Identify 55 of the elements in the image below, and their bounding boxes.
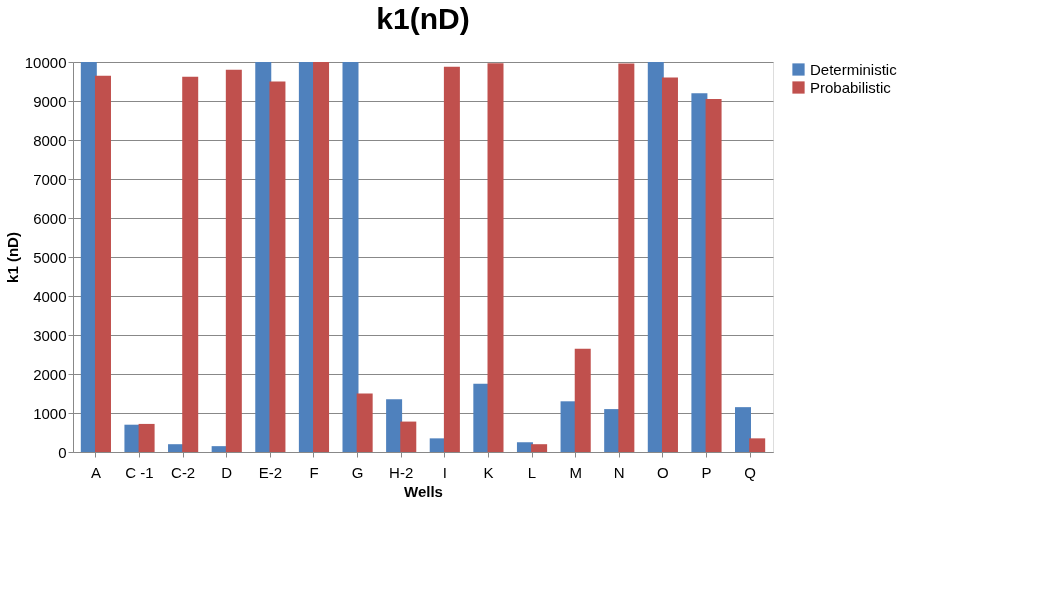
bar bbox=[749, 438, 766, 452]
legend-label: Deterministic bbox=[810, 60, 898, 78]
y-tick-label: 8000 bbox=[33, 131, 67, 149]
bar bbox=[735, 407, 752, 452]
y-axis-title: k1 (nD) bbox=[3, 232, 21, 283]
bar bbox=[386, 399, 403, 452]
x-tick-label: K bbox=[483, 463, 494, 481]
legend-label: Probabilistic bbox=[810, 78, 892, 96]
x-tick-label: P bbox=[701, 463, 712, 481]
y-tick-label: 7000 bbox=[33, 170, 67, 188]
bar bbox=[661, 77, 678, 452]
x-tick-label: L bbox=[527, 463, 537, 481]
x-tick-label: I bbox=[442, 463, 447, 481]
bar bbox=[443, 66, 460, 452]
x-tick-label: O bbox=[657, 463, 669, 481]
bar bbox=[342, 62, 359, 452]
y-tick-label: 4000 bbox=[33, 287, 67, 305]
bar bbox=[94, 75, 111, 452]
bar bbox=[356, 393, 373, 452]
x-tick-label: H-2 bbox=[389, 463, 414, 481]
x-tick-label: E-2 bbox=[258, 463, 283, 481]
x-tick-label: A bbox=[90, 463, 101, 481]
chart-title: k1(nD) bbox=[376, 2, 470, 35]
y-tick-label: 3000 bbox=[33, 326, 67, 344]
bar bbox=[487, 63, 504, 452]
y-tick-label: 2000 bbox=[33, 365, 67, 383]
bar bbox=[473, 383, 490, 452]
bar bbox=[269, 81, 286, 452]
x-tick-label: N bbox=[613, 463, 625, 481]
bar bbox=[516, 442, 533, 452]
y-tick-label: 10000 bbox=[24, 53, 67, 71]
x-tick-label: G bbox=[351, 463, 364, 481]
bar bbox=[531, 444, 548, 452]
bar bbox=[138, 423, 155, 452]
y-tick-label: 0 bbox=[58, 443, 67, 461]
y-tick-label: 6000 bbox=[33, 209, 67, 227]
x-tick-label: F bbox=[309, 463, 319, 481]
bar bbox=[705, 99, 722, 452]
x-tick-label: Q bbox=[744, 463, 756, 481]
x-axis-title: Wells bbox=[404, 482, 443, 500]
y-tick-label: 5000 bbox=[33, 248, 67, 266]
bar bbox=[182, 76, 199, 452]
bar bbox=[400, 421, 417, 452]
x-tick-label: C-2 bbox=[171, 463, 196, 481]
x-tick-label: D bbox=[221, 463, 233, 481]
bar bbox=[313, 62, 330, 452]
bar bbox=[124, 424, 141, 452]
bar bbox=[574, 348, 591, 452]
x-tick-label: C -1 bbox=[125, 463, 154, 481]
y-tick-label: 9000 bbox=[33, 92, 67, 110]
bar bbox=[225, 69, 242, 452]
x-tick-label: M bbox=[569, 463, 582, 481]
bar bbox=[691, 93, 708, 452]
y-tick-label: 1000 bbox=[33, 404, 67, 422]
bar bbox=[618, 63, 635, 452]
